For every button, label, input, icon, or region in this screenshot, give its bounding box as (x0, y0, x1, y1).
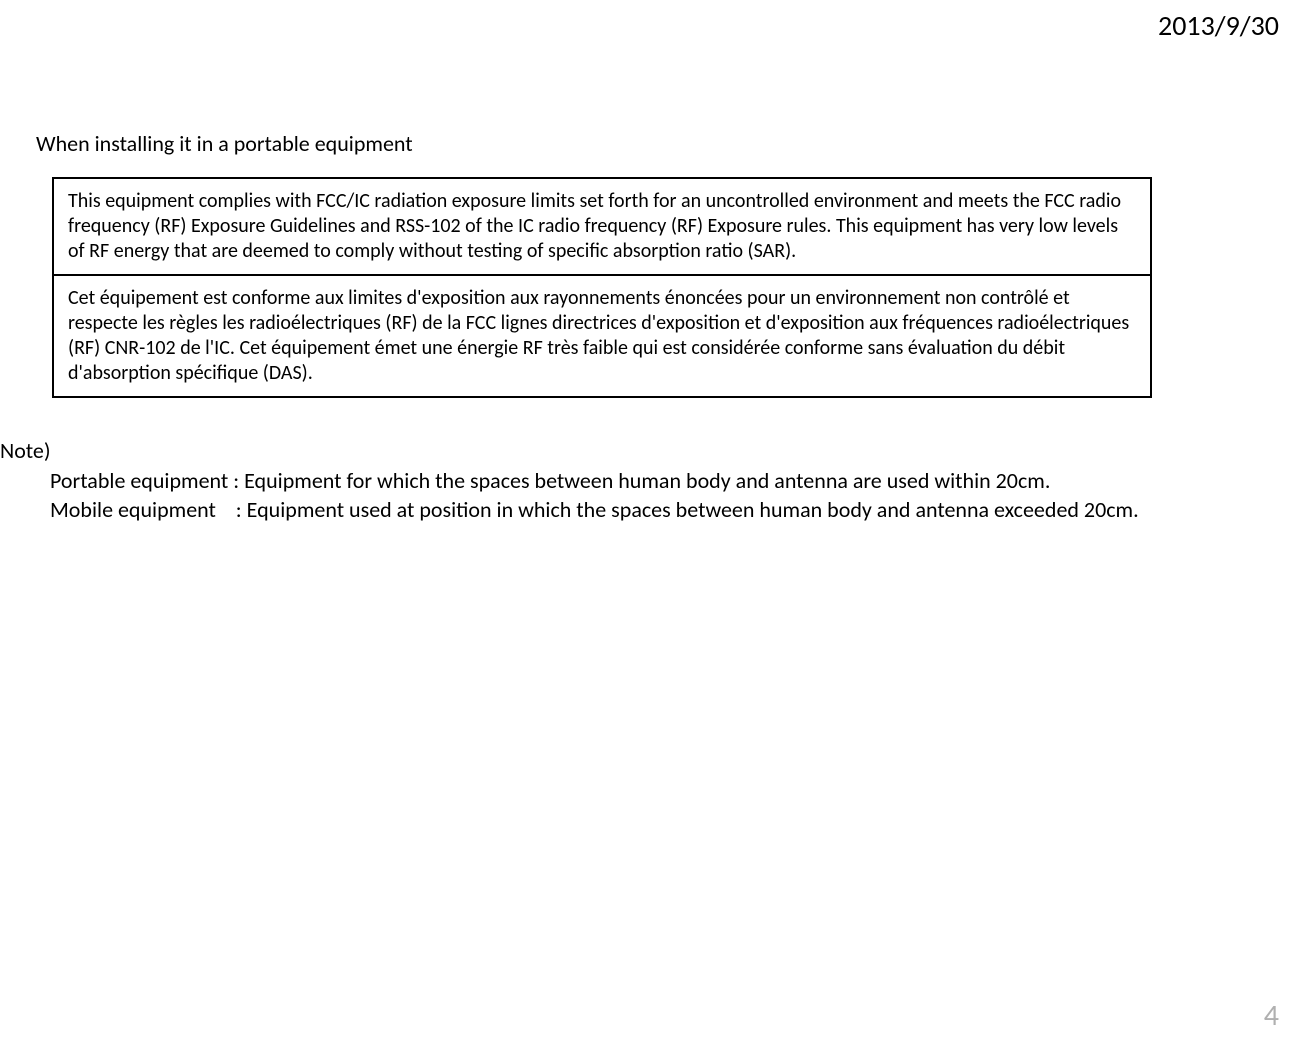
portable-term: Portable equipment : (50, 466, 244, 496)
notice-boxes: This equipment complies with FCC/IC radi… (52, 177, 1152, 398)
notice-box-english: This equipment complies with FCC/IC radi… (52, 177, 1152, 276)
note-definitions: Portable equipment : Equipment for which… (50, 466, 1270, 525)
mobile-def-text: Equipment used at position in which the … (247, 495, 1139, 525)
note-label: Note) (0, 436, 1270, 466)
notice-box-french: Cet équipement est conforme aux limites … (52, 274, 1152, 398)
page-number: 4 (1264, 997, 1279, 1034)
date-label: 2013/9/30 (1158, 8, 1279, 43)
portable-def-text: Equipment for which the spaces between h… (244, 466, 1050, 496)
portable-equipment-definition: Portable equipment : Equipment for which… (50, 466, 1270, 496)
section-heading: When installing it in a portable equipme… (36, 130, 1270, 157)
main-content: When installing it in a portable equipme… (30, 130, 1270, 525)
mobile-equipment-definition: Mobile equipment : Equipment used at pos… (50, 495, 1270, 525)
note-section: Note) Portable equipment : Equipment for… (30, 436, 1270, 525)
mobile-term: Mobile equipment : (50, 495, 247, 525)
